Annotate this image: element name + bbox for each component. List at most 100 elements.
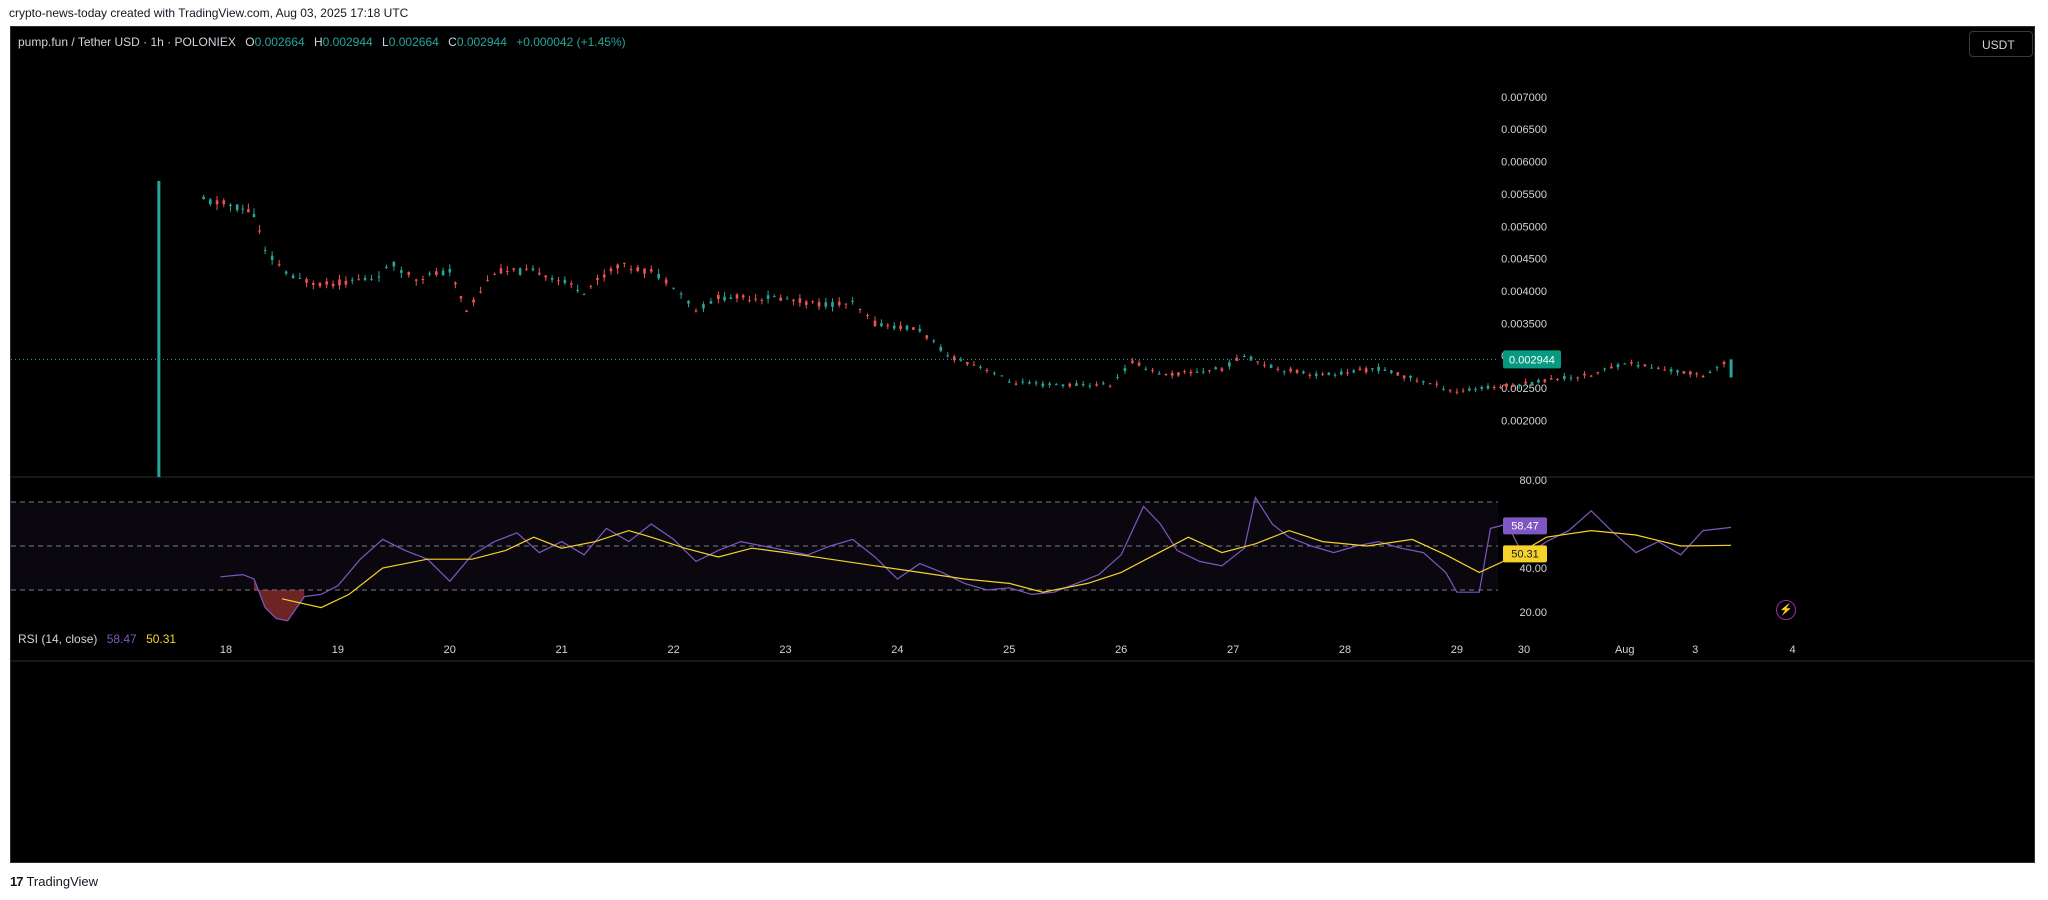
rsi-legend: RSI (14, close) 58.47 50.31 [18, 632, 176, 646]
candle-body [576, 289, 579, 292]
candle-body [1228, 362, 1231, 367]
candle-body [441, 270, 445, 276]
candle-body [1339, 371, 1343, 375]
time-axis-tick-1: 19 [332, 644, 344, 656]
candle-body [363, 277, 367, 280]
candle-body [1643, 364, 1647, 367]
candle-body [798, 298, 802, 303]
price-axis-tick-4: 0.005000 [1501, 221, 1547, 233]
candle-body [866, 315, 869, 317]
chart-frame[interactable]: 0.007000 0.006500 0.006000 0.005500 0.005000… [10, 26, 2035, 863]
candle-body [1358, 368, 1362, 371]
price-axis-tick-1: 0.006500 [1501, 124, 1547, 136]
candle-body [1530, 381, 1534, 384]
candle-body [1249, 356, 1253, 361]
time-axis-tick-14: 3 [1692, 644, 1698, 656]
candle-body [912, 327, 915, 330]
currency-button[interactable]: USDT [1969, 31, 2033, 57]
candle-body [817, 301, 821, 307]
candle-body [1048, 383, 1051, 386]
candle-body [925, 335, 929, 339]
candle-body [1321, 373, 1324, 375]
candle-body [1289, 368, 1292, 372]
candle-body [1346, 372, 1349, 374]
candle-body [1061, 384, 1065, 386]
rsi-indicator-name[interactable]: RSI (14, close) [18, 632, 98, 646]
candle-body [1543, 379, 1547, 383]
candle-body [858, 308, 862, 310]
candle-body [448, 268, 452, 273]
tradingview-mark-icon: 17 [10, 874, 24, 889]
candle-body [1352, 370, 1356, 373]
candle-body [1435, 383, 1439, 385]
rsi-ma-value: 50.31 [146, 632, 177, 646]
price-axis-tick-9: 0.002500 [1501, 383, 1547, 395]
candle-body [209, 199, 212, 205]
rsi-value: 58.47 [106, 632, 137, 646]
candle-body [1415, 380, 1419, 382]
candle-body [1468, 388, 1471, 391]
candle-body [1603, 368, 1606, 370]
candle-body [892, 325, 896, 329]
candle-body [1220, 368, 1224, 371]
high-value: 0.002944 [322, 35, 373, 49]
candle-body [1657, 367, 1660, 369]
candle-body [486, 280, 489, 282]
candle-body [1333, 374, 1337, 376]
candle-body [1144, 368, 1148, 370]
candle-body [1028, 382, 1031, 384]
candle-body [465, 310, 468, 312]
candle-body [1549, 378, 1553, 380]
candle-body [1295, 370, 1299, 373]
candle-body [1157, 373, 1161, 375]
open-value: 0.002664 [254, 35, 305, 49]
chart-canvas[interactable]: 0.007000 0.006500 0.006000 0.005500 0.005000… [11, 27, 2034, 862]
candle-body [344, 280, 348, 285]
candle-body [270, 255, 274, 261]
candle-body [1088, 385, 1092, 387]
candle-body [202, 196, 205, 200]
candle-body [1302, 371, 1305, 374]
candle-body [905, 325, 909, 330]
candle-body [338, 279, 341, 286]
candle-body [831, 302, 834, 307]
time-axis-tick-6: 24 [891, 644, 903, 656]
candle-body [687, 300, 690, 304]
candle-body [1428, 383, 1432, 385]
candle-body [318, 282, 322, 287]
symbol-name[interactable]: pump.fun / Tether USD · 1h · POLONIEX [18, 35, 236, 49]
candle-body [1589, 375, 1593, 377]
candle-body [1569, 377, 1573, 379]
candle-body [222, 200, 226, 205]
close-value: 0.002944 [456, 35, 507, 49]
candle-body [1314, 373, 1318, 376]
candle-body [1021, 381, 1025, 383]
symbol-legend: pump.fun / Tether USD · 1h · POLONIEX O0… [18, 35, 626, 49]
time-axis-tick-9: 27 [1227, 644, 1239, 656]
candle-body [506, 270, 509, 272]
candle-body [657, 273, 660, 279]
candle-body [1492, 386, 1496, 388]
candle-body [1131, 360, 1134, 363]
candle-body [1650, 367, 1653, 369]
candle-body [1151, 370, 1154, 372]
rsi-ma-value-badge [1503, 545, 1547, 563]
candle-body [1075, 383, 1078, 386]
candle-body [407, 272, 411, 275]
rsi-ma-value-label: 50.31 [1511, 548, 1539, 560]
tradingview-brand: TradingView [26, 874, 99, 889]
candle-body [1474, 388, 1477, 390]
candle-body [837, 301, 841, 306]
candle-body [215, 200, 219, 205]
candle-body [291, 275, 295, 278]
candle-body [1409, 375, 1412, 378]
lightning-bolt-icon[interactable]: ⚡ [1776, 600, 1796, 620]
time-axis-tick-0: 18 [220, 644, 232, 656]
candle-body [1108, 385, 1112, 387]
price-axis-tick-5: 0.004500 [1501, 254, 1547, 266]
candle-body [748, 300, 751, 302]
high-label: H [313, 35, 323, 49]
candle-body [284, 271, 288, 274]
candle-body [1034, 382, 1038, 384]
rsi-ma-line [281, 529, 1732, 609]
